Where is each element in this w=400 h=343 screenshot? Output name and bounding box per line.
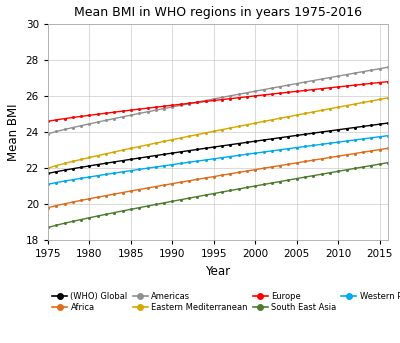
Y-axis label: Mean BMI: Mean BMI [7, 103, 20, 161]
X-axis label: Year: Year [206, 265, 230, 278]
Legend: (WHO) Global, Africa, Americas, Eastern Mediterranean, Europe, South East Asia, : (WHO) Global, Africa, Americas, Eastern … [52, 292, 400, 312]
Title: Mean BMI in WHO regions in years 1975-2016: Mean BMI in WHO regions in years 1975-20… [74, 6, 362, 19]
